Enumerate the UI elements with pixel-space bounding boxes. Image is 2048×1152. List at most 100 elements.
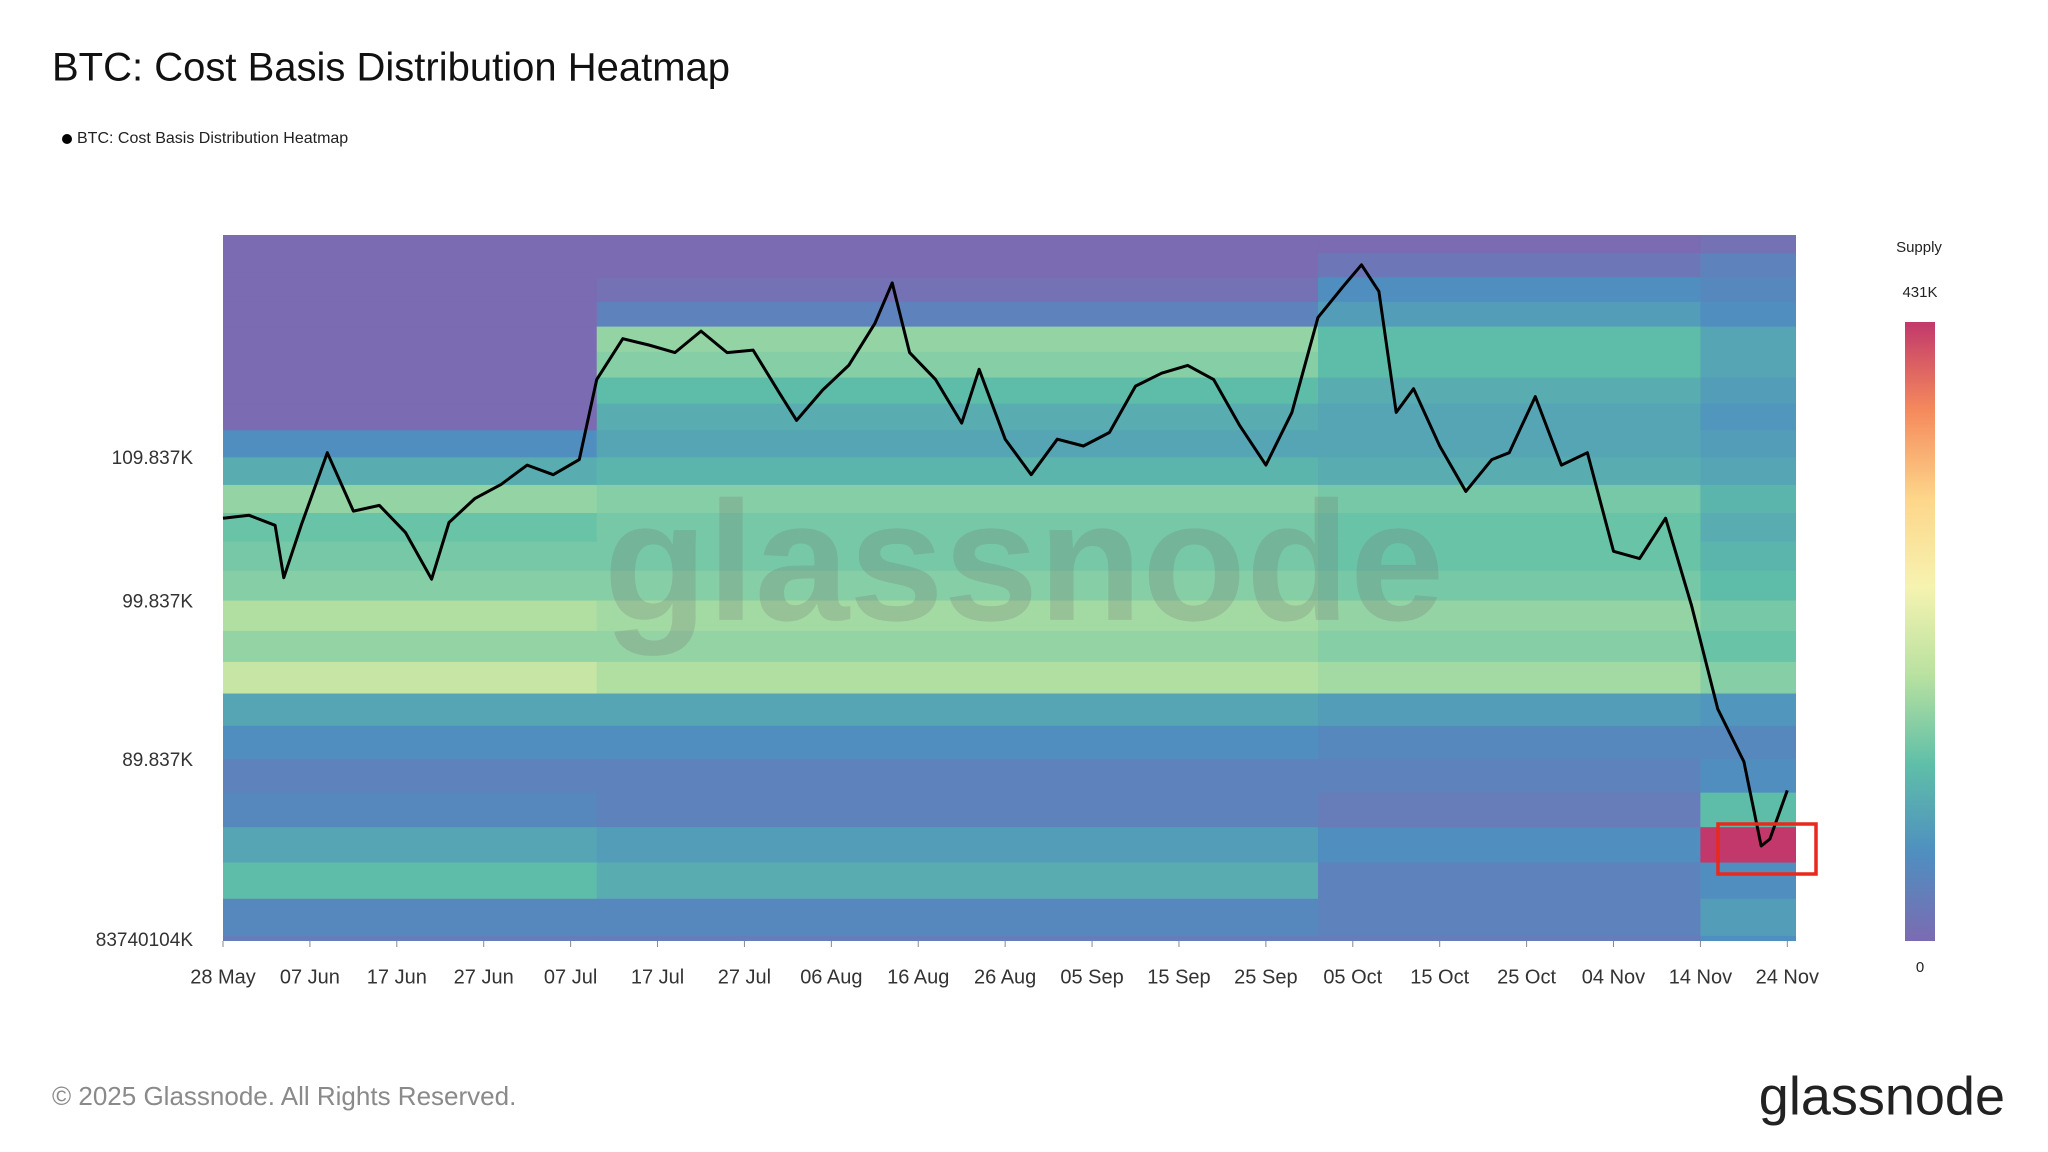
heat-cell <box>223 541 598 571</box>
y-tick-label: 99.837K <box>122 592 193 613</box>
logo: glassnode <box>1759 1066 2005 1126</box>
heat-cell <box>1700 512 1796 542</box>
heatmap <box>223 235 1796 941</box>
heat-cell <box>1700 252 1796 278</box>
heat-cell <box>596 826 1319 863</box>
heat-cell <box>1318 862 1701 899</box>
heat-cell <box>596 301 1319 327</box>
x-tick-label: 05 Oct <box>1323 966 1382 988</box>
x-tick-label: 24 Nov <box>1756 966 1819 988</box>
heat-cell <box>596 276 1319 302</box>
heat-cell <box>596 377 1319 404</box>
heat-cell <box>596 351 1319 378</box>
heat-cell <box>1318 541 1701 571</box>
heat-cell <box>596 758 1319 793</box>
heat-cell <box>596 600 1319 631</box>
y-tick-label: 89.837K <box>122 750 193 771</box>
x-tick-label: 06 Aug <box>800 966 862 988</box>
heat-cell <box>223 484 598 513</box>
x-tick-label: 28 May <box>190 966 256 988</box>
heat-cell <box>596 693 1319 726</box>
heat-cell <box>1700 429 1796 458</box>
heat-cell <box>596 326 1319 352</box>
heat-cell <box>223 792 598 828</box>
heat-cell <box>223 326 598 352</box>
heat-cell <box>1700 377 1796 404</box>
heat-cell <box>596 484 1319 513</box>
legend-label: BTC: Cost Basis Distribution Heatmap <box>77 130 348 147</box>
heat-cell <box>223 377 598 404</box>
chart-title: BTC: Cost Basis Distribution Heatmap <box>52 46 730 90</box>
heat-cell <box>596 570 1319 601</box>
heat-cell <box>1318 792 1701 828</box>
heat-cell <box>1700 456 1796 485</box>
heat-cell <box>223 758 598 793</box>
x-tick-label: 26 Aug <box>974 966 1036 988</box>
x-tick-label: 27 Jul <box>718 966 771 988</box>
heat-cell <box>1318 276 1701 302</box>
heat-cell <box>1700 541 1796 571</box>
legend-marker <box>62 134 72 144</box>
heat-cell <box>1318 600 1701 631</box>
heat-cell <box>596 792 1319 828</box>
heat-cell <box>1318 403 1701 431</box>
heat-cell <box>223 935 598 941</box>
colorbar-title: Supply <box>1896 239 1942 256</box>
heat-cell <box>596 456 1319 485</box>
heat-cell <box>1700 792 1796 828</box>
heat-cell <box>1318 484 1701 513</box>
heat-cell <box>223 826 598 863</box>
heat-cell <box>1700 235 1796 254</box>
x-tick-label: 04 Nov <box>1582 966 1645 988</box>
heat-cell <box>1700 403 1796 431</box>
heat-cell <box>1318 661 1701 694</box>
heat-cell <box>1318 512 1701 542</box>
heat-cell <box>596 235 1319 254</box>
heat-cell <box>223 351 598 378</box>
heat-cell <box>596 935 1319 941</box>
price-line <box>222 263 1789 848</box>
heat-cell <box>1700 935 1796 941</box>
x-tick-label: 15 Sep <box>1147 966 1210 988</box>
heat-cell <box>1700 862 1796 899</box>
heat-cell <box>223 693 598 726</box>
x-tick-label: 17 Jun <box>367 966 427 988</box>
heat-cell <box>223 235 598 254</box>
x-tick-label: 05 Sep <box>1060 966 1123 988</box>
footer: © 2025 Glassnode. All Rights Reserved. <box>52 1081 516 1111</box>
heat-cell <box>1700 600 1796 631</box>
x-tick-label: 14 Nov <box>1669 966 1732 988</box>
heat-cell <box>1318 351 1701 378</box>
heat-cell <box>596 630 1319 662</box>
heat-cell <box>223 862 598 899</box>
x-tick-label: 16 Aug <box>887 966 949 988</box>
heat-cell <box>223 600 598 631</box>
heat-cell <box>223 429 598 458</box>
heat-cell <box>1318 235 1701 254</box>
heat-cell <box>223 630 598 662</box>
y-tick-label: 83740104K <box>96 930 194 951</box>
highlight-box <box>1716 822 1818 876</box>
heat-cell <box>596 541 1319 571</box>
heat-cell <box>223 403 598 431</box>
heat-cell <box>223 456 598 485</box>
heat-cell <box>1700 630 1796 662</box>
heat-cell <box>596 725 1319 759</box>
heat-cell <box>223 252 598 278</box>
heat-cell <box>1318 570 1701 601</box>
heat-cell <box>1318 758 1701 793</box>
heat-cell <box>1318 693 1701 726</box>
heat-cell <box>1318 252 1701 278</box>
heat-cell <box>596 429 1319 458</box>
heat-cell <box>1700 898 1796 936</box>
heat-cell <box>596 512 1319 542</box>
x-tick-label: 07 Jun <box>280 966 340 988</box>
x-tick-label: 15 Oct <box>1410 966 1469 988</box>
heat-cell <box>596 862 1319 899</box>
heat-cell <box>1318 377 1701 404</box>
x-tick-label: 17 Jul <box>631 966 684 988</box>
heat-cell <box>596 898 1319 936</box>
x-tick-label: 25 Sep <box>1234 966 1297 988</box>
heat-cell <box>1318 630 1701 662</box>
